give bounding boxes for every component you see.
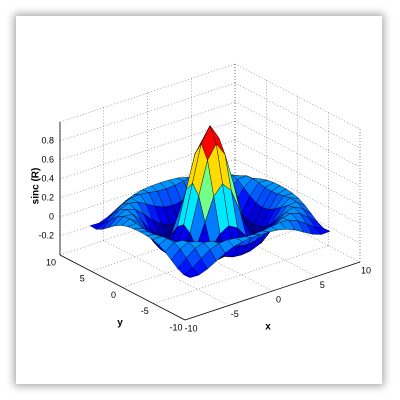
grid-line	[59, 120, 236, 180]
grid-line	[234, 101, 361, 168]
y-tick-label: 0	[111, 290, 116, 300]
grid-line	[234, 82, 361, 149]
z-tick-label: 0.6	[41, 154, 54, 164]
box-edge	[234, 63, 361, 130]
z-axis-label: sinc (R)	[31, 168, 42, 205]
grid-line	[153, 245, 329, 304]
z-tick-label: 0	[49, 211, 54, 221]
box-edge	[59, 63, 236, 123]
z-tick-label: 0.8	[41, 135, 54, 145]
grid-line	[234, 158, 361, 225]
y-tick-label: 5	[80, 274, 85, 284]
z-tick-label: 0.2	[41, 192, 54, 202]
z-tick-label: 0.4	[41, 173, 54, 183]
y-axis-label: y	[117, 318, 123, 329]
surface-patch	[183, 267, 200, 278]
z-tick-label: -0.2	[38, 230, 54, 240]
axis-line	[59, 254, 186, 321]
x-axis-label: x	[265, 322, 271, 333]
grid-line	[122, 229, 298, 288]
x-tick-label: -10	[184, 323, 197, 333]
grid-line	[234, 177, 361, 244]
y-tick-label: -10	[169, 322, 182, 332]
grid-line	[234, 139, 361, 206]
grid-line	[59, 101, 236, 161]
y-tick-label: 10	[46, 257, 56, 267]
x-tick-label: -5	[231, 309, 239, 319]
x-tick-label: 5	[320, 280, 325, 290]
grid-line	[59, 82, 236, 142]
axis-line	[184, 261, 361, 321]
x-tick-label: 10	[361, 265, 371, 275]
x-tick-label: 0	[276, 294, 281, 304]
grid-line	[103, 240, 229, 306]
grid-line	[234, 120, 361, 187]
y-tick-label: -5	[141, 306, 149, 316]
